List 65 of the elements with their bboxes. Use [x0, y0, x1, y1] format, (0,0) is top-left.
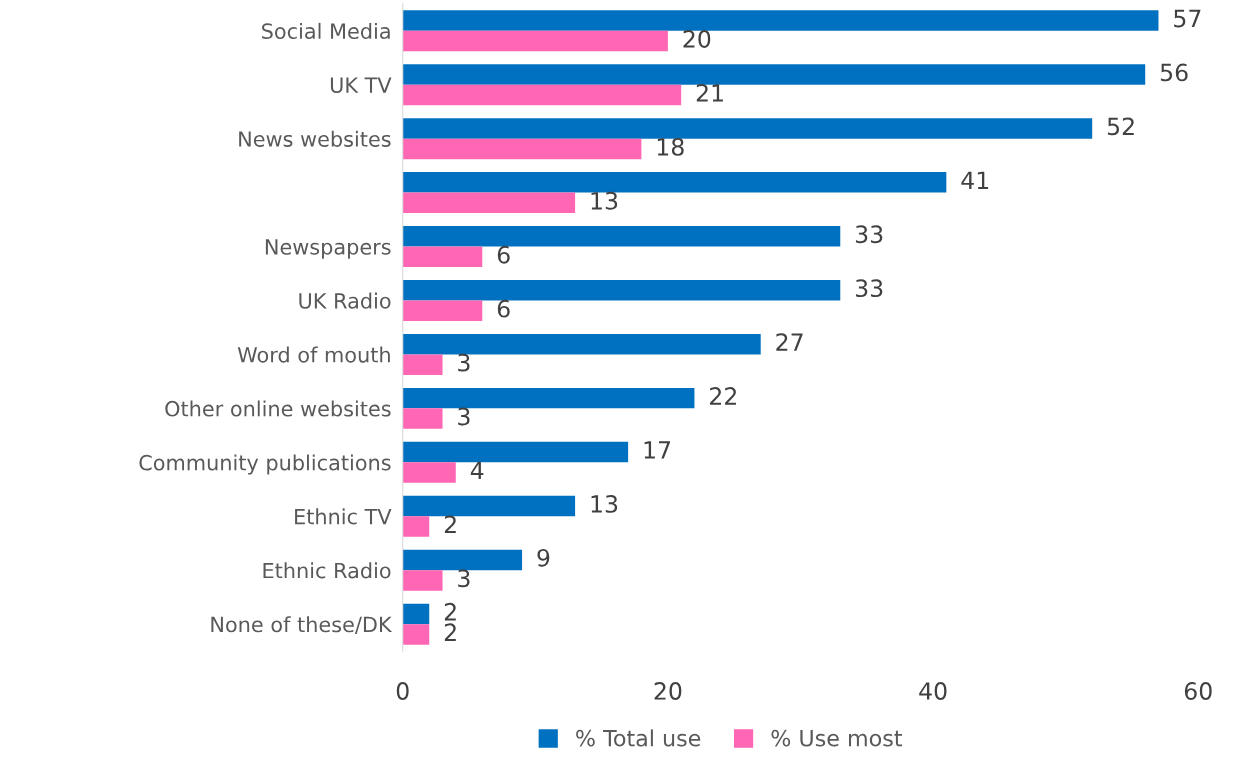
x-tick-label: 0 — [396, 682, 409, 700]
data-label: 13 — [591, 494, 618, 513]
data-label: 2 — [444, 623, 456, 641]
bar — [402, 495, 576, 517]
data-label: 18 — [657, 137, 684, 156]
data-label: 52 — [1107, 117, 1134, 136]
data-label: 6 — [497, 245, 510, 264]
bar — [402, 192, 576, 214]
data-label: 33 — [855, 279, 883, 298]
data-label: 33 — [855, 225, 883, 244]
bar — [402, 516, 430, 537]
data-label: 2 — [444, 602, 456, 621]
data-label: 3 — [458, 353, 470, 372]
legend-label: % Total use — [576, 729, 701, 747]
bar — [402, 226, 841, 247]
data-label: 57 — [1174, 9, 1201, 28]
y-tick-label: Ethnic Radio — [263, 562, 391, 579]
bar — [402, 354, 443, 375]
bar — [402, 603, 430, 625]
y-tick-label: UK TV — [330, 77, 392, 93]
data-label: 41 — [961, 171, 989, 189]
data-label: 6 — [497, 299, 510, 318]
y-tick-label: Ethnic TV — [295, 508, 392, 525]
bar — [402, 408, 443, 429]
bar — [402, 64, 1146, 85]
x-tick-label: 20 — [654, 682, 682, 700]
bar — [402, 246, 483, 268]
y-tick-label: Word of mouth — [237, 346, 390, 363]
data-label: 56 — [1160, 63, 1188, 82]
bar — [402, 441, 629, 463]
bar — [402, 462, 456, 483]
bar — [402, 30, 668, 52]
bar — [402, 549, 523, 571]
bar — [402, 118, 1093, 139]
y-tick-label: Community publications — [139, 454, 391, 475]
bar — [402, 138, 642, 160]
x-tick-label: 40 — [919, 682, 947, 700]
y-tick-label: Newspapers — [265, 239, 391, 259]
bar — [402, 84, 682, 106]
bar — [402, 570, 443, 591]
x-tick-label: 60 — [1184, 682, 1212, 700]
bar — [402, 624, 430, 645]
data-label: 2 — [444, 515, 456, 534]
data-label: 20 — [683, 30, 711, 48]
y-tick-label: UK Radio — [299, 292, 391, 309]
data-label: 13 — [591, 191, 618, 210]
legend-label: % Use most — [771, 729, 903, 747]
data-label: 9 — [537, 548, 550, 567]
y-tick-label: Other online websites — [165, 400, 391, 417]
bar — [402, 387, 695, 409]
data-label: 17 — [644, 441, 671, 459]
data-label: 21 — [696, 83, 723, 102]
y-tick-label: News websites — [239, 130, 391, 147]
bar — [402, 280, 841, 301]
data-label: 27 — [776, 333, 803, 351]
data-label: 4 — [470, 461, 484, 480]
bar — [402, 300, 483, 321]
data-label: 22 — [710, 387, 736, 405]
bar — [402, 10, 1159, 31]
data-label: 3 — [458, 569, 470, 588]
data-label: 3 — [458, 407, 470, 426]
bar — [402, 333, 761, 355]
bar — [402, 172, 947, 193]
y-tick-label: None of these/DK — [211, 616, 393, 634]
y-tick-label: Social Media — [262, 22, 390, 40]
